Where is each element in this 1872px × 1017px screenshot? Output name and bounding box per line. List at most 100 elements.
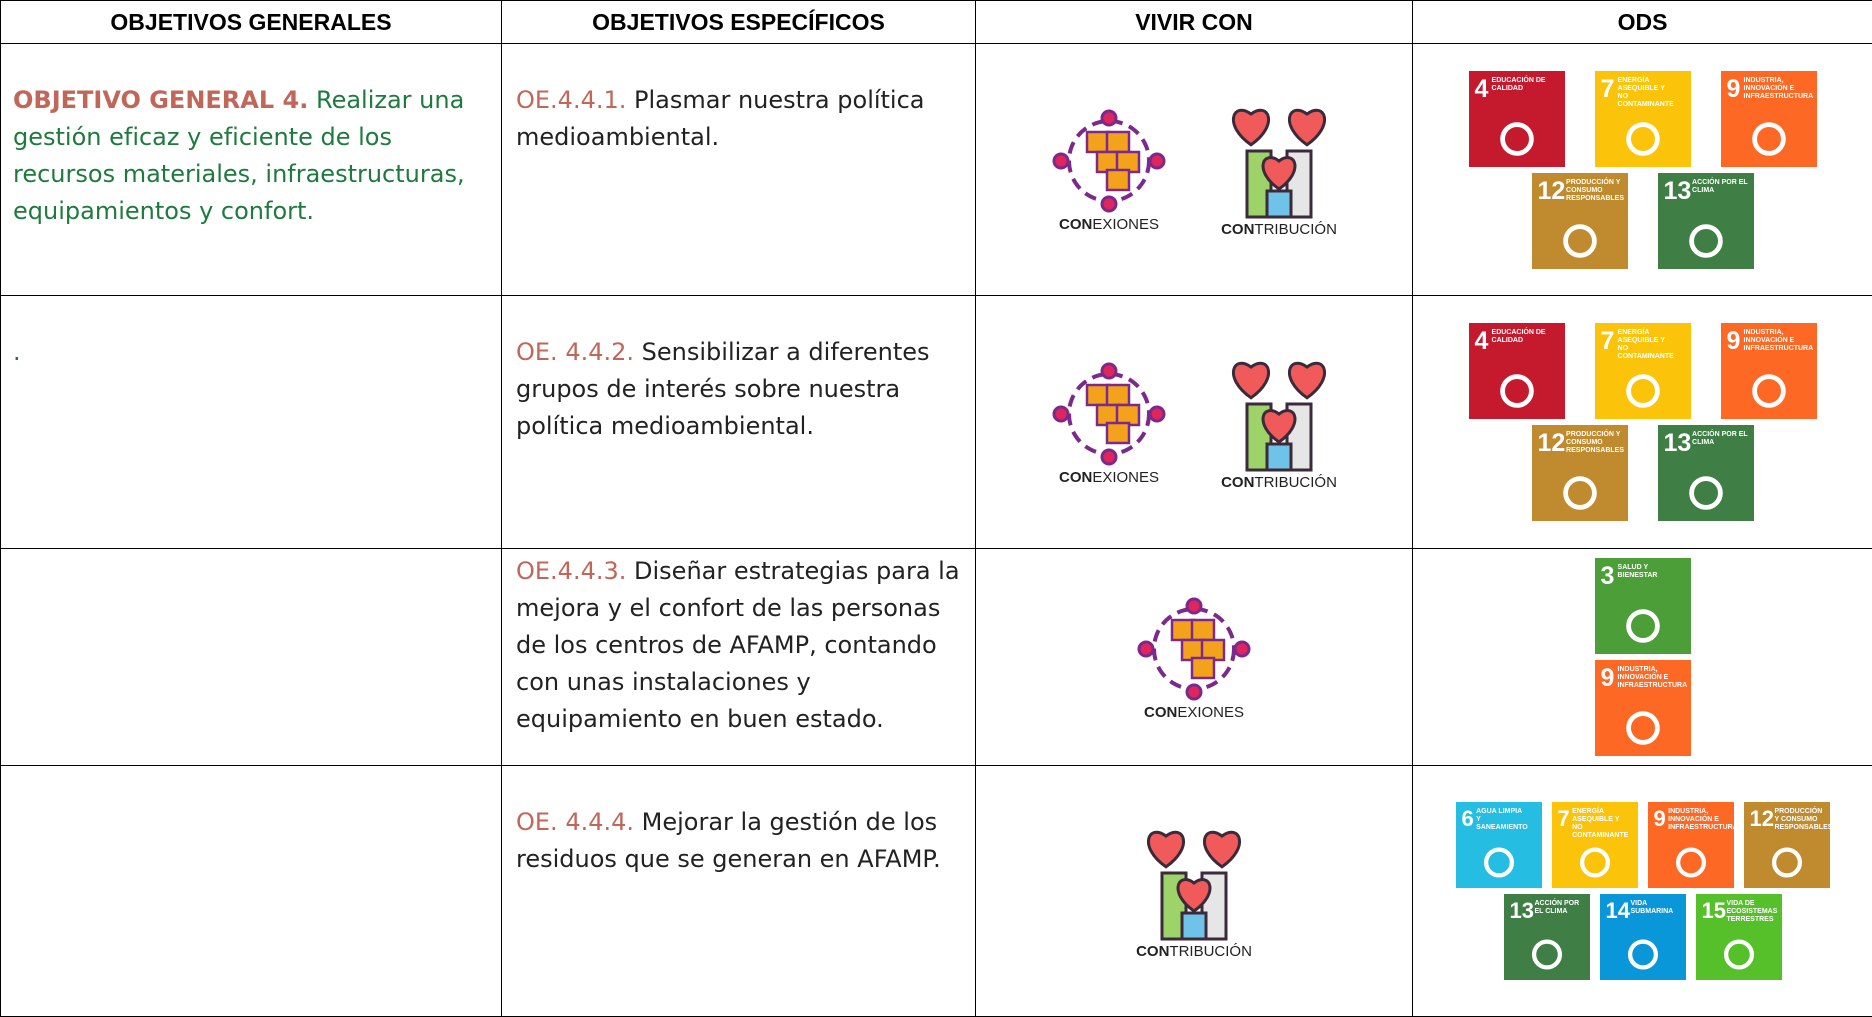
vivir-con-cell: CONEXIONES (976, 549, 1413, 766)
ods-label: SALUD Y BIENESTAR (1618, 564, 1676, 580)
icon-label: CONTRIBUCIÓN (1136, 943, 1252, 960)
ods-number: 9 (1727, 75, 1741, 104)
icon-label-rest: TRIBUCIÓN (1254, 221, 1337, 238)
ods-label: PRODUCCIÓN Y CONSUMO RESPONSABLES (1774, 808, 1826, 832)
ods-icon (1658, 469, 1754, 517)
node (1102, 364, 1116, 378)
specific-cell: OE.4.4.1. Plasmar nuestra política medio… (502, 44, 976, 296)
ods-number: 9 (1727, 327, 1741, 356)
ods-label: ENERGÍA ASEQUIBLE Y NO CONTAMINANTE (1618, 77, 1676, 109)
ods-label: ACCIÓN POR EL CLIMA (1692, 179, 1750, 195)
cube (1192, 658, 1214, 678)
ods-icon (1595, 602, 1691, 650)
ods-icon (1595, 367, 1691, 415)
icon-label: CONTRIBUCIÓN (1221, 221, 1337, 238)
ods-icon (1552, 841, 1638, 884)
cube (1087, 132, 1109, 152)
ods-icon-shape (1502, 124, 1531, 153)
ods-number: 7 (1601, 75, 1615, 104)
node (1102, 111, 1116, 125)
ods-icon (1469, 367, 1565, 415)
ods-icon (1532, 217, 1628, 265)
general-cell: . (1, 296, 502, 549)
node (1235, 642, 1249, 656)
ods-label: EDUCACIÓN DE CALIDAD (1492, 329, 1550, 345)
cube (1087, 385, 1109, 405)
table-row: OE.4.4.3. Diseñar estrategias para la me… (1, 549, 1872, 766)
ods-icon-shape (1691, 226, 1720, 255)
ods-number: 13 (1510, 898, 1534, 924)
ods-icon-shape (1582, 850, 1608, 876)
ods-icon (1456, 841, 1542, 884)
specific-code: OE. 4.4.2. (516, 338, 634, 366)
heart (1148, 832, 1183, 867)
ods-number: 7 (1558, 806, 1570, 832)
specific-code: OE.4.4.3. (516, 557, 626, 585)
vivir-con-icon: CONTRIBUCIÓN (1134, 823, 1254, 960)
ods-number: 12 (1538, 177, 1566, 206)
ods-icon (1658, 217, 1754, 265)
header: VIVIR CON (976, 1, 1413, 44)
heart (1289, 363, 1324, 398)
ods-number: 9 (1654, 806, 1666, 832)
contribucion-icon (1219, 354, 1339, 474)
icons: CONTRIBUCIÓN (976, 823, 1412, 960)
specific-code: OE. 4.4.4. (516, 808, 634, 836)
icons: CONEXIONES (976, 594, 1412, 721)
ods-label: INDUSTRIA, INNOVACIÓN E INFRAESTRUCTURA (1668, 808, 1720, 832)
icon-label-bold: CON (1059, 216, 1092, 233)
cube (1107, 132, 1129, 152)
icon-label: CONEXIONES (1059, 216, 1159, 233)
ods-icon-shape (1726, 942, 1752, 968)
ods-icon (1595, 115, 1691, 163)
ods-icon-shape (1565, 479, 1594, 508)
node (1054, 154, 1068, 168)
table-row: OBJETIVO GENERAL 4. Realizar una gestión… (1, 44, 1872, 296)
table-body: OBJETIVO GENERAL 4. Realizar una gestión… (1, 44, 1872, 1017)
header: OBJETIVOS ESPECÍFICOS (502, 1, 976, 44)
vivir-con-icon: CONEXIONES (1049, 359, 1169, 486)
ods-number: 12 (1750, 806, 1774, 832)
icon-label-rest: TRIBUCIÓN (1169, 943, 1252, 960)
node (1187, 599, 1201, 613)
contribucion-icon (1134, 823, 1254, 943)
specific-code: OE.4.4.1. (516, 86, 626, 114)
ods-icon-shape (1565, 226, 1594, 255)
icon-label-bold: CON (1221, 474, 1254, 491)
heart (1289, 110, 1324, 145)
ods-icon-shape (1630, 942, 1656, 968)
ods-icon-shape (1754, 124, 1783, 153)
icon-label: CONEXIONES (1059, 469, 1159, 486)
ods-number: 12 (1538, 429, 1566, 458)
ods-icon (1744, 841, 1830, 884)
icon-label-bold: CON (1136, 943, 1169, 960)
ods-label: INDUSTRIA, INNOVACIÓN E INFRAESTRUCTURA (1744, 329, 1802, 353)
ods-icon-shape (1774, 850, 1800, 876)
general-text: . (13, 338, 21, 366)
table-row: OE. 4.4.4. Mejorar la gestión de los res… (1, 766, 1872, 1017)
cube (1172, 620, 1194, 640)
icon-label-rest: EXIONES (1092, 216, 1159, 233)
cube (1107, 385, 1129, 405)
ods-icon-shape (1628, 377, 1657, 406)
ods-label: INDUSTRIA, INNOVACIÓN E INFRAESTRUCTURA (1618, 666, 1676, 690)
ods-icon-shape (1678, 850, 1704, 876)
arm (1267, 191, 1291, 217)
